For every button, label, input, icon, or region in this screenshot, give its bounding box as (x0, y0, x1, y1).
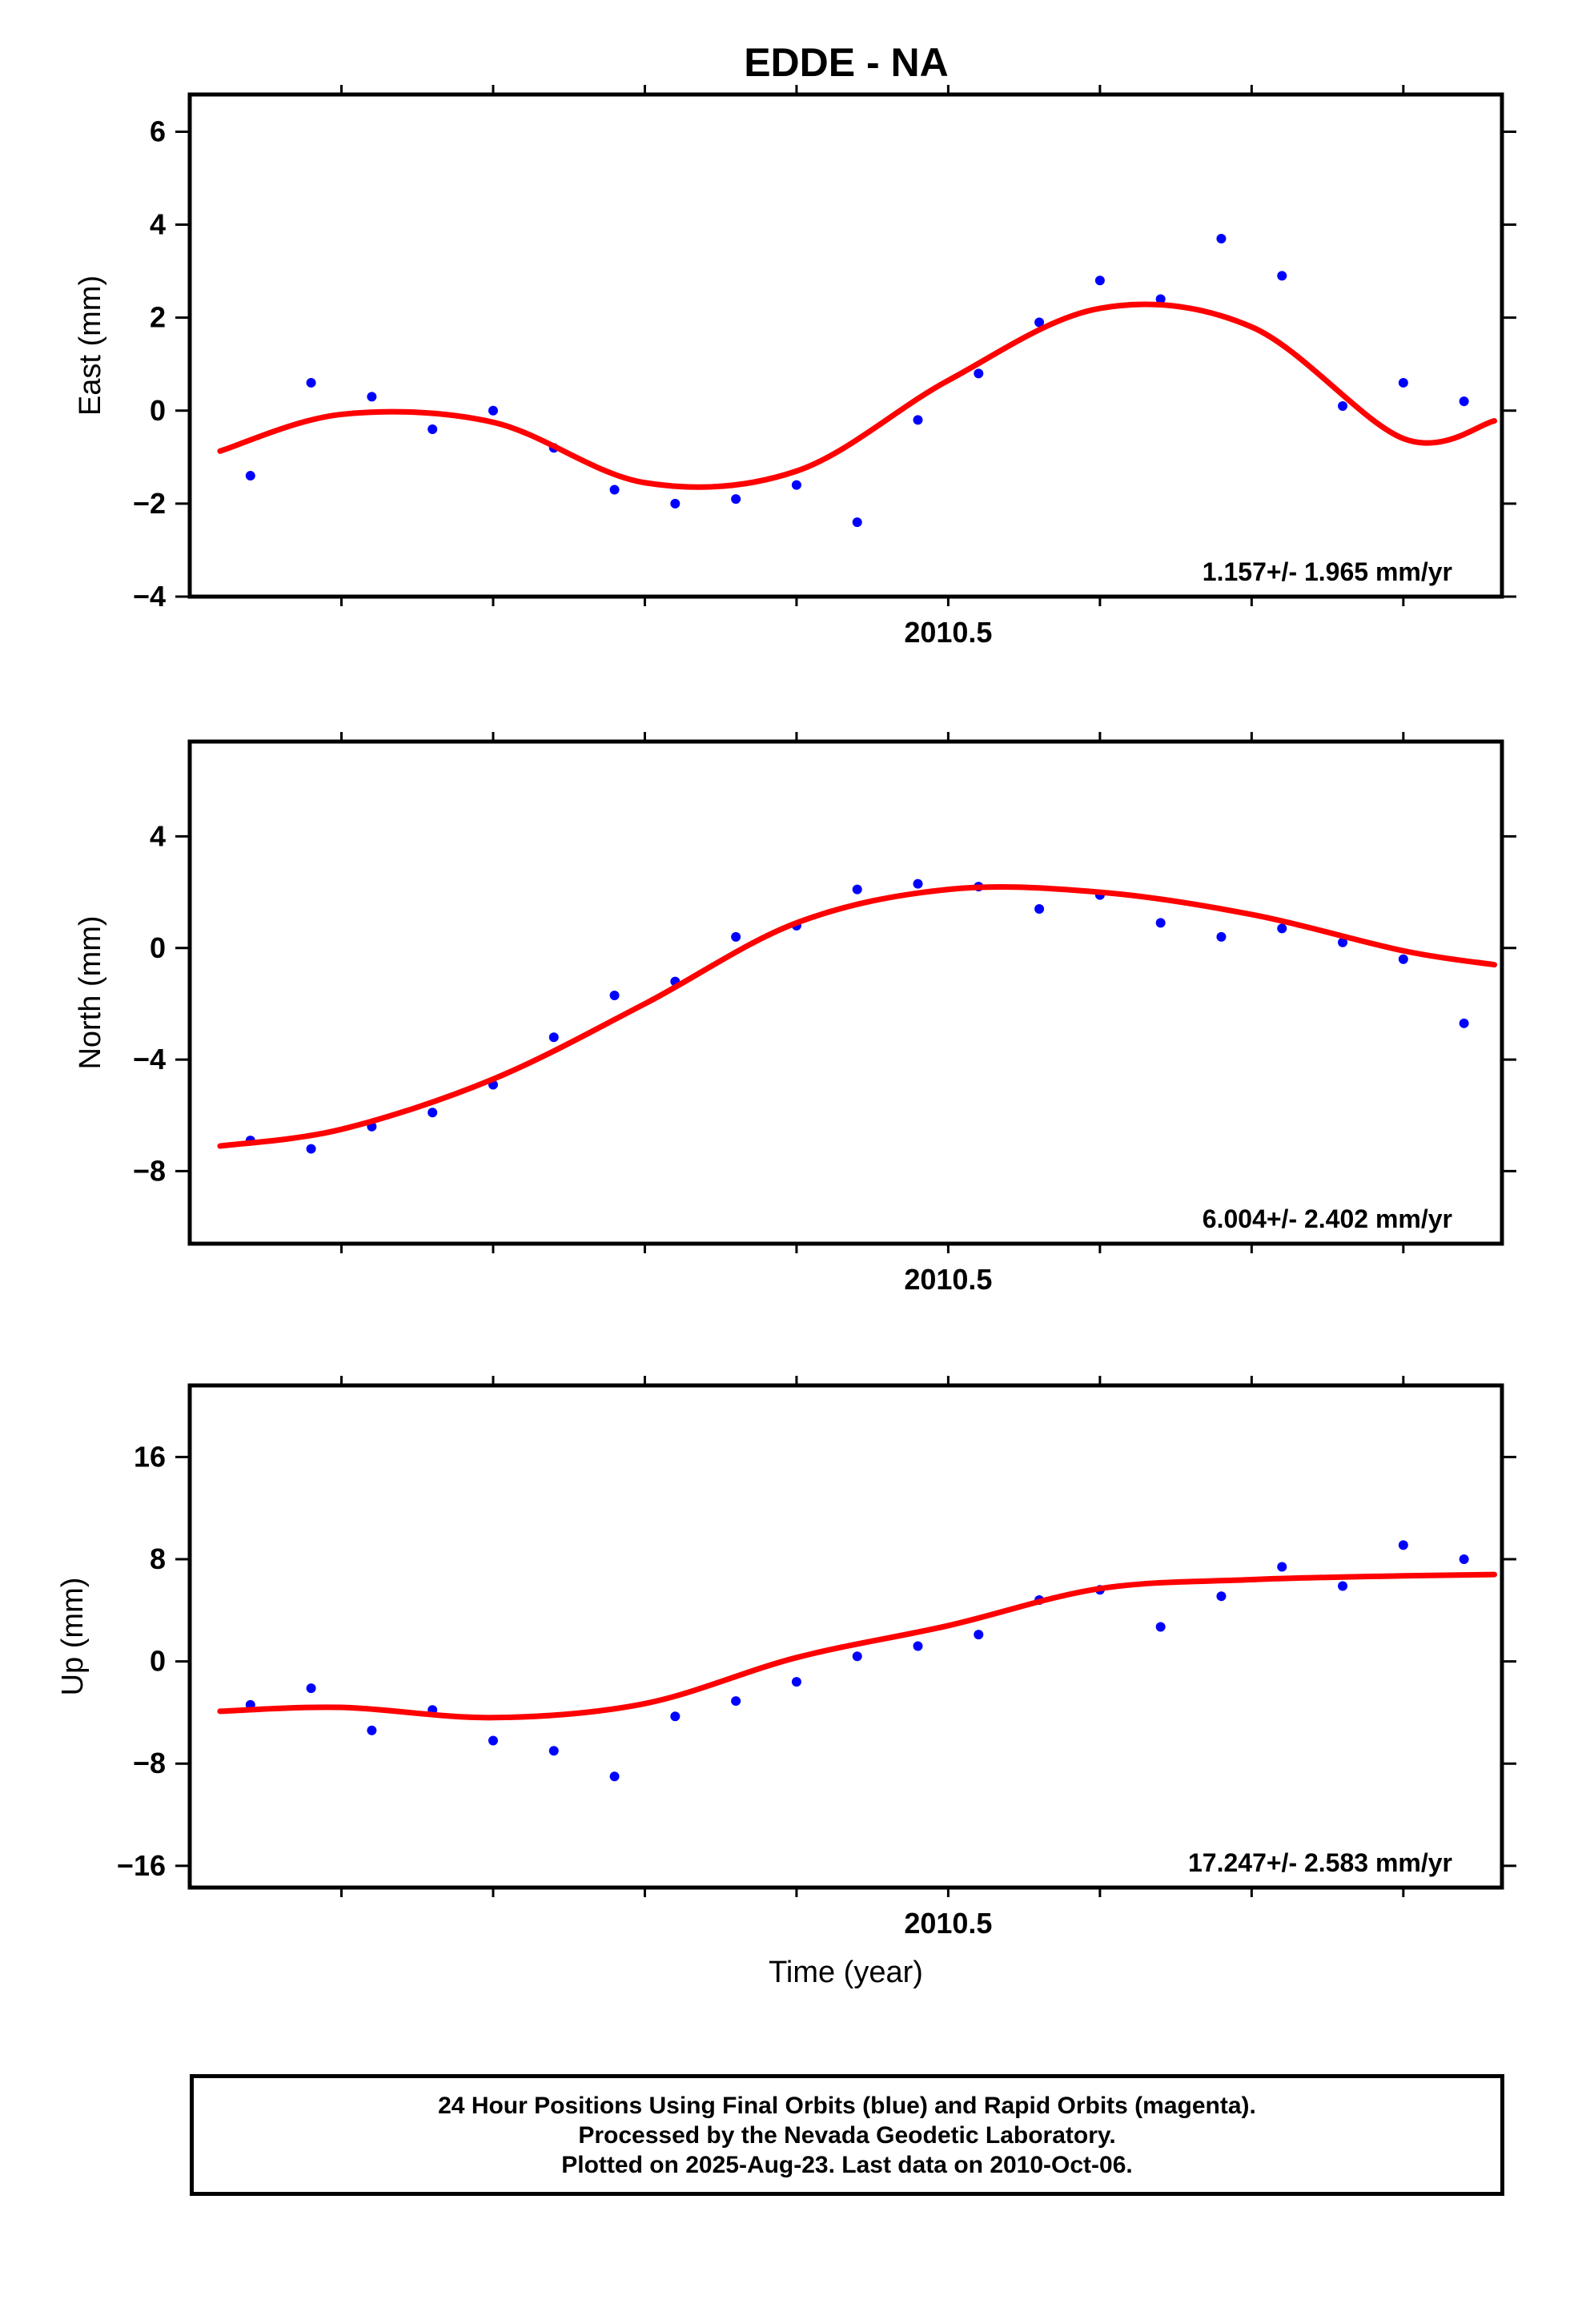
panel-north: 2010.5 −8 −4 0 4 North (mm) 6.004+/- 2.402 mm/… (74, 732, 1516, 1296)
up-data-point (548, 1746, 559, 1756)
east-y-tick-label: 2 (150, 301, 166, 334)
north-data-point (852, 884, 862, 895)
north-data-point (428, 1108, 438, 1118)
up-data-point (974, 1630, 984, 1640)
east-data-point (1277, 271, 1287, 281)
east-data-point (731, 494, 741, 505)
east-y-tick-label: 4 (150, 208, 166, 241)
east-data-point (1094, 275, 1105, 286)
up-fit-curve (217, 1571, 1498, 1721)
east-data-point (609, 485, 620, 495)
east-y-tick-label: 0 (150, 394, 166, 427)
north-data-point (548, 1032, 559, 1043)
north-data-point (1338, 937, 1348, 947)
up-data-point (1216, 1591, 1227, 1602)
up-data-point (1277, 1562, 1287, 1572)
north-y-tick-label: 0 (150, 931, 166, 964)
east-points (245, 233, 1469, 528)
up-x-tick-label: 2010.5 (904, 1907, 992, 1940)
east-data-point (791, 480, 801, 490)
north-data-point (913, 879, 923, 889)
up-data-point (306, 1683, 316, 1694)
east-data-point (1398, 377, 1408, 388)
up-x-axis-label: Time (year) (769, 1956, 923, 1989)
east-y-axis-label: East (mm) (74, 275, 107, 416)
up-y-axis-label: Up (mm) (56, 1578, 90, 1696)
east-data-point (488, 405, 498, 416)
north-plot-frame (187, 739, 1504, 1246)
up-data-point (1155, 1622, 1166, 1632)
east-y-tick-label: −2 (133, 487, 166, 520)
east-data-point (1459, 396, 1469, 407)
east-data-point (670, 498, 681, 509)
north-data-point (1398, 954, 1408, 964)
east-plot-frame (187, 92, 1504, 599)
north-y-tick-label: 4 (150, 819, 166, 852)
up-y-tick-label: 8 (150, 1542, 166, 1575)
north-y-tick-label: −8 (133, 1154, 166, 1187)
up-y-tick-label: −8 (133, 1747, 166, 1779)
east-data-point (245, 471, 255, 481)
east-data-point (428, 424, 438, 434)
up-y-tick-label: 16 (134, 1440, 166, 1473)
north-data-point (1034, 904, 1045, 914)
up-data-point (367, 1725, 377, 1735)
north-data-point (609, 990, 620, 1000)
up-data-point (670, 1711, 681, 1722)
north-x-tick-label: 2010.5 (904, 1263, 992, 1296)
chart-title: EDDE - NA (744, 40, 949, 85)
east-y-tick-label: −4 (133, 580, 166, 613)
up-data-point (609, 1771, 620, 1782)
panel-east: 2010.5 −4 −2 0 2 4 6 East (mm) 1.157+/- 1.965 mm… (74, 85, 1516, 649)
east-data-point (913, 415, 923, 425)
east-data-point (1034, 317, 1045, 328)
up-data-point (1459, 1554, 1469, 1564)
up-rate-label: 17.247+/- 2.583 mm/yr (1188, 1848, 1452, 1877)
east-data-point (1216, 233, 1227, 243)
east-fit-curve (217, 301, 1498, 490)
north-data-point (1155, 918, 1166, 928)
north-y-tick-label: −4 (133, 1043, 166, 1076)
up-data-point (1338, 1581, 1348, 1591)
north-data-point (1216, 931, 1227, 942)
up-y-tick-label: −16 (117, 1849, 166, 1882)
north-rate-label: 6.004+/- 2.402 mm/yr (1203, 1204, 1452, 1233)
footer-line-3: Plotted on 2025-Aug-23. Last data on 201… (561, 2152, 1133, 2178)
up-y-tick-label: 0 (150, 1645, 166, 1678)
east-data-point (367, 392, 377, 402)
north-data-point (1459, 1018, 1469, 1028)
north-y-axis-label: North (mm) (74, 915, 107, 1069)
north-data-point (1277, 923, 1287, 934)
footer-box: 24 Hour Positions Using Final Orbits (bl… (190, 2074, 1504, 2196)
up-data-point (488, 1735, 498, 1746)
north-data-point (731, 931, 741, 942)
up-data-point (791, 1677, 801, 1687)
north-data-point (306, 1144, 316, 1154)
east-x-tick-label: 2010.5 (904, 616, 992, 649)
footer-line-1: 24 Hour Positions Using Final Orbits (bl… (438, 2093, 1256, 2119)
east-data-point (974, 368, 984, 379)
east-data-point (1338, 400, 1348, 411)
east-rate-label: 1.157+/- 1.965 mm/yr (1203, 557, 1452, 586)
up-plot-frame (187, 1383, 1504, 1890)
up-data-point (852, 1651, 862, 1662)
up-data-point (913, 1641, 923, 1651)
east-data-point (852, 517, 862, 528)
east-y-tick-label: 6 (150, 115, 166, 147)
east-data-point (306, 377, 316, 388)
up-data-point (1398, 1540, 1408, 1550)
panels: 2010.5 −4 −2 0 2 4 6 East (mm) 1.157+/- 1.965 mm… (56, 85, 1516, 1989)
north-fit-curve (217, 884, 1498, 1149)
panel-up: 2010.5 −16 −8 0 8 16 Up (mm) 17.247+/- 2.583 mm… (56, 1376, 1516, 1989)
east-data-point (1155, 294, 1166, 304)
up-data-point (731, 1696, 741, 1707)
footer-line-2: Processed by the Nevada Geodetic Laborat… (578, 2122, 1116, 2149)
